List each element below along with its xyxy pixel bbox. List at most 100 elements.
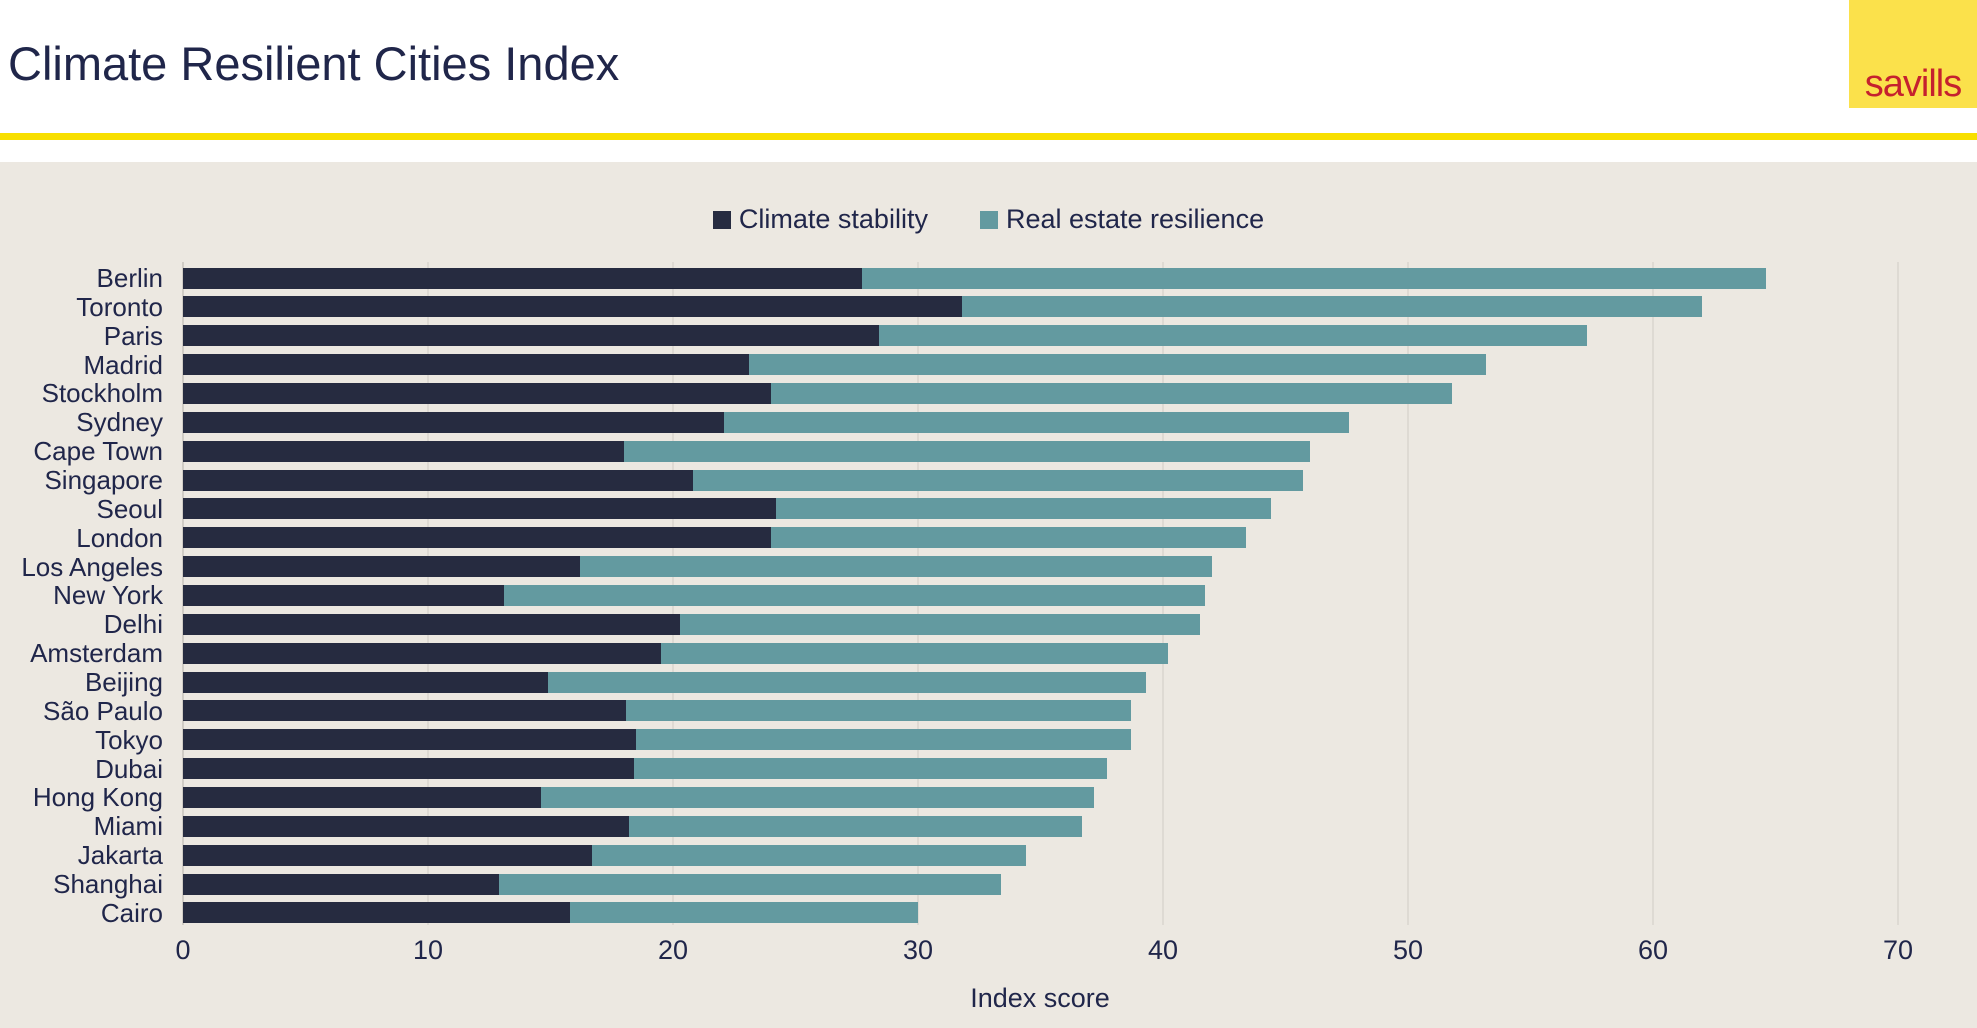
climate-stability-bar-segment: [183, 382, 771, 404]
climate-stability-bar-segment: [183, 325, 879, 347]
city-label-18: Hong Kong: [32, 782, 163, 813]
x-tick-label-0: 0: [175, 935, 191, 965]
real-estate-resilience-bar-segment: [628, 815, 1083, 837]
bar-row-3: [183, 354, 1487, 376]
x-tick-label-70: 70: [1882, 935, 1914, 965]
real-estate-resilience-bar-segment: [633, 758, 1107, 780]
climate-stability-bar-segment: [183, 873, 500, 895]
city-label-1: Toronto: [76, 291, 163, 322]
x-tick-label-50: 50: [1392, 935, 1424, 965]
real-estate-resilience-bar-segment: [680, 613, 1200, 635]
real-estate-resilience-swatch-icon: [979, 210, 998, 229]
climate-stability-bar-segment: [183, 613, 681, 635]
city-label-5: Sydney: [76, 407, 163, 438]
city-label-4: Stockholm: [41, 378, 163, 409]
x-tick-label-10: 10: [412, 935, 444, 965]
real-estate-resilience-bar-segment: [724, 411, 1350, 433]
bar-row-5: [183, 411, 1350, 433]
real-estate-resilience-bar-segment: [592, 844, 1026, 866]
city-label-12: Delhi: [103, 609, 163, 640]
city-label-9: London: [76, 522, 163, 553]
bar-row-13: [183, 642, 1168, 664]
bar-row-22: [183, 902, 918, 924]
x-tick-label-60: 60: [1637, 935, 1669, 965]
real-estate-resilience-bar-segment: [878, 325, 1587, 347]
climate-stability-bar-segment: [183, 469, 693, 491]
bar-row-8: [183, 498, 1271, 520]
real-estate-resilience-bar-segment: [861, 267, 1766, 289]
city-label-14: Beijing: [84, 667, 163, 698]
climate-stability-bar-segment: [183, 844, 593, 866]
real-estate-resilience-bar-segment: [636, 729, 1132, 751]
city-label-22: Cairo: [100, 897, 163, 928]
climate-stability-bar-segment: [183, 671, 549, 693]
savills-logo-text: savills: [1864, 63, 1962, 105]
city-label-17: Dubai: [95, 753, 163, 784]
bar-row-12: [183, 613, 1200, 635]
legend-label: Real estate resilience: [1005, 204, 1265, 234]
city-label-6: Cape Town: [33, 436, 163, 467]
city-label-7: Singapore: [44, 465, 163, 496]
climate-stability-bar-segment: [183, 815, 629, 837]
x-tick-label-40: 40: [1147, 935, 1179, 965]
bar-row-20: [183, 844, 1026, 866]
plot-area: [182, 262, 1899, 925]
legend-item-climate-stability: Climate stability: [712, 204, 928, 235]
real-estate-resilience-bar-segment: [540, 786, 1095, 808]
climate-stability-bar-segment: [183, 729, 637, 751]
real-estate-resilience-bar-segment: [570, 902, 918, 924]
bar-row-9: [183, 527, 1247, 549]
real-estate-resilience-bar-segment: [499, 873, 1002, 895]
city-label-16: Tokyo: [95, 724, 163, 755]
real-estate-resilience-bar-segment: [548, 671, 1146, 693]
city-label-21: Shanghai: [53, 869, 163, 900]
x-tick-label-20: 20: [657, 935, 689, 965]
real-estate-resilience-bar-segment: [624, 440, 1310, 462]
climate-stability-bar-segment: [183, 411, 725, 433]
real-estate-resilience-bar-segment: [771, 382, 1453, 404]
gridline-x-50: [1407, 262, 1409, 925]
bar-row-10: [183, 556, 1212, 578]
city-label-2: Paris: [103, 320, 163, 351]
legend-item-real-estate-resilience: Real estate resilience: [979, 204, 1265, 235]
bar-row-11: [183, 584, 1205, 606]
bar-row-2: [183, 325, 1587, 347]
chart-panel: Climate stability Real estate resilience…: [0, 162, 1977, 1028]
chart-legend: Climate stability Real estate resilience: [0, 204, 1977, 235]
real-estate-resilience-bar-segment: [626, 700, 1132, 722]
x-tick-label-30: 30: [902, 935, 934, 965]
real-estate-resilience-bar-segment: [660, 642, 1168, 664]
climate-stability-bar-segment: [183, 267, 862, 289]
bar-row-17: [183, 758, 1107, 780]
bar-row-0: [183, 267, 1766, 289]
city-label-10: Los Angeles: [21, 551, 163, 582]
bar-row-14: [183, 671, 1146, 693]
real-estate-resilience-bar-segment: [579, 556, 1212, 578]
real-estate-resilience-bar-segment: [771, 527, 1247, 549]
climate-stability-bar-segment: [183, 902, 571, 924]
real-estate-resilience-bar-segment: [775, 498, 1271, 520]
climate-stability-bar-segment: [183, 527, 771, 549]
bar-row-1: [183, 296, 1702, 318]
bar-row-7: [183, 469, 1303, 491]
climate-stability-bar-segment: [183, 354, 749, 376]
bar-row-15: [183, 700, 1132, 722]
bar-row-21: [183, 873, 1002, 895]
climate-stability-bar-segment: [183, 440, 624, 462]
climate-stability-swatch-icon: [712, 210, 731, 229]
climate-stability-bar-segment: [183, 556, 580, 578]
climate-stability-bar-segment: [183, 642, 661, 664]
y-axis-labels: Berlin Toronto Paris Madrid Stockholm Sydney C…: [0, 262, 164, 928]
climate-stability-bar-segment: [183, 296, 963, 318]
real-estate-resilience-bar-segment: [692, 469, 1303, 491]
bar-row-4: [183, 382, 1453, 404]
climate-stability-bar-segment: [183, 700, 627, 722]
city-label-8: Seoul: [96, 493, 164, 524]
page-title: Climate Resilient Cities Index: [8, 37, 620, 90]
gridline-x-60: [1652, 262, 1654, 925]
city-label-19: Miami: [93, 811, 163, 842]
real-estate-resilience-bar-segment: [962, 296, 1702, 318]
bar-row-16: [183, 729, 1132, 751]
savills-logo: savills: [1849, 0, 1977, 108]
city-label-13: Amsterdam: [30, 638, 163, 669]
